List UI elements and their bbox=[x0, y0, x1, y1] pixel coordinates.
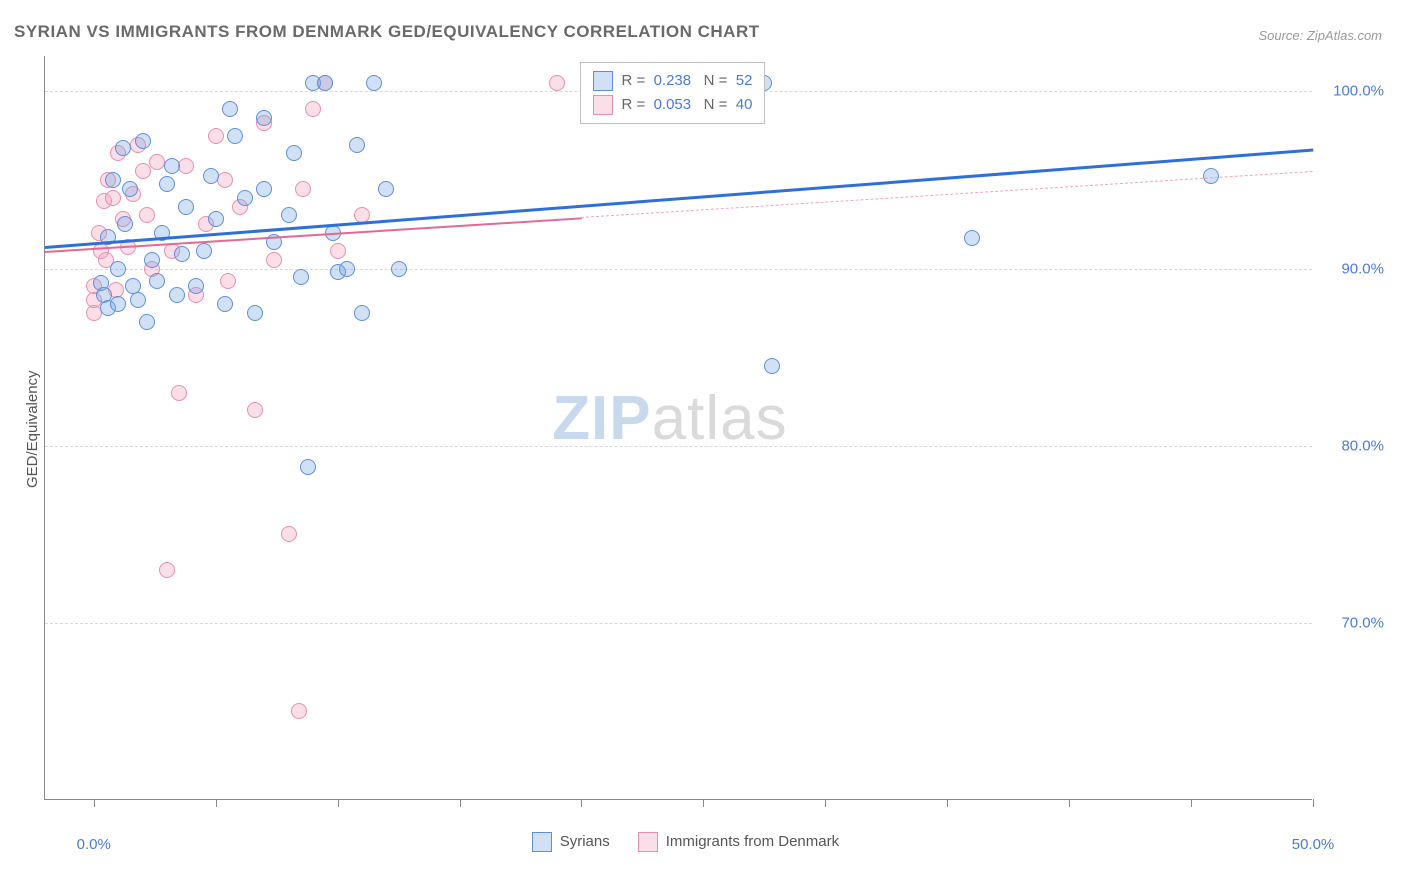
x-tick-mark bbox=[460, 799, 461, 807]
data-point bbox=[144, 252, 160, 268]
data-point bbox=[139, 314, 155, 330]
data-point bbox=[171, 385, 187, 401]
data-point bbox=[339, 261, 355, 277]
data-point bbox=[281, 207, 297, 223]
data-point bbox=[300, 459, 316, 475]
data-point bbox=[366, 75, 382, 91]
data-point bbox=[149, 273, 165, 289]
x-tick-mark bbox=[1069, 799, 1070, 807]
data-point bbox=[291, 703, 307, 719]
data-point bbox=[964, 230, 980, 246]
data-point bbox=[149, 154, 165, 170]
x-tick-mark bbox=[338, 799, 339, 807]
legend-swatch bbox=[532, 832, 552, 852]
data-point bbox=[217, 296, 233, 312]
data-point bbox=[293, 269, 309, 285]
data-point bbox=[130, 292, 146, 308]
data-point bbox=[178, 158, 194, 174]
data-point bbox=[256, 110, 272, 126]
x-tick-label: 50.0% bbox=[1292, 836, 1335, 853]
y-axis-label: GED/Equivalency bbox=[24, 370, 41, 488]
legend-swatch bbox=[593, 71, 613, 91]
grid-line bbox=[45, 446, 1312, 447]
legend-item: Immigrants from Denmark bbox=[638, 830, 839, 854]
x-tick-label: 0.0% bbox=[77, 836, 111, 853]
data-point bbox=[139, 207, 155, 223]
x-tick-mark bbox=[825, 799, 826, 807]
data-point bbox=[222, 101, 238, 117]
x-tick-mark bbox=[216, 799, 217, 807]
data-point bbox=[256, 181, 272, 197]
data-point bbox=[159, 562, 175, 578]
data-point bbox=[305, 101, 321, 117]
data-point bbox=[208, 211, 224, 227]
y-tick-label: 100.0% bbox=[1324, 83, 1384, 100]
data-point bbox=[169, 287, 185, 303]
data-point bbox=[110, 261, 126, 277]
data-point bbox=[317, 75, 333, 91]
data-point bbox=[227, 128, 243, 144]
data-point bbox=[378, 181, 394, 197]
data-point bbox=[203, 168, 219, 184]
x-tick-mark bbox=[947, 799, 948, 807]
plot-area: ZIPatlas 70.0%80.0%90.0%100.0%0.0%50.0% bbox=[44, 56, 1312, 800]
legend-swatch bbox=[593, 95, 613, 115]
trend-line bbox=[45, 148, 1313, 248]
data-point bbox=[117, 216, 133, 232]
data-point bbox=[196, 243, 212, 259]
legend-swatch bbox=[638, 832, 658, 852]
data-point bbox=[330, 243, 346, 259]
y-tick-label: 90.0% bbox=[1324, 260, 1384, 277]
grid-line bbox=[45, 623, 1312, 624]
data-point bbox=[266, 252, 282, 268]
watermark-zip: ZIP bbox=[552, 384, 651, 453]
series-legend: Syrians Immigrants from Denmark bbox=[532, 830, 839, 854]
data-point bbox=[237, 190, 253, 206]
data-point bbox=[105, 190, 121, 206]
data-point bbox=[110, 296, 126, 312]
watermark: ZIPatlas bbox=[552, 383, 787, 454]
x-tick-mark bbox=[1191, 799, 1192, 807]
x-tick-mark bbox=[1313, 799, 1314, 807]
legend-label: Immigrants from Denmark bbox=[666, 830, 839, 854]
stats-legend-row: R = 0.053 N = 40 bbox=[593, 93, 752, 117]
data-point bbox=[354, 305, 370, 321]
data-point bbox=[174, 246, 190, 262]
data-point bbox=[220, 273, 236, 289]
data-point bbox=[159, 176, 175, 192]
data-point bbox=[295, 181, 311, 197]
data-point bbox=[247, 305, 263, 321]
data-point bbox=[178, 199, 194, 215]
data-point bbox=[135, 163, 151, 179]
chart-title: SYRIAN VS IMMIGRANTS FROM DENMARK GED/EQ… bbox=[14, 22, 760, 42]
data-point bbox=[281, 526, 297, 542]
watermark-atlas: atlas bbox=[652, 384, 788, 453]
data-point bbox=[105, 172, 121, 188]
data-point bbox=[217, 172, 233, 188]
data-point bbox=[349, 137, 365, 153]
data-point bbox=[764, 358, 780, 374]
y-tick-label: 70.0% bbox=[1324, 614, 1384, 631]
grid-line bbox=[45, 269, 1312, 270]
data-point bbox=[391, 261, 407, 277]
data-point bbox=[122, 181, 138, 197]
data-point bbox=[135, 133, 151, 149]
data-point bbox=[247, 402, 263, 418]
source-attribution: Source: ZipAtlas.com bbox=[1258, 28, 1382, 43]
x-tick-mark bbox=[94, 799, 95, 807]
data-point bbox=[286, 145, 302, 161]
data-point bbox=[549, 75, 565, 91]
data-point bbox=[115, 140, 131, 156]
data-point bbox=[208, 128, 224, 144]
legend-label: Syrians bbox=[560, 830, 610, 854]
stats-legend-row: R = 0.238 N = 52 bbox=[593, 69, 752, 93]
x-tick-mark bbox=[581, 799, 582, 807]
stats-legend: R = 0.238 N = 52R = 0.053 N = 40 bbox=[580, 62, 765, 124]
x-tick-mark bbox=[703, 799, 704, 807]
data-point bbox=[164, 158, 180, 174]
data-point bbox=[188, 278, 204, 294]
legend-item: Syrians bbox=[532, 830, 610, 854]
y-tick-label: 80.0% bbox=[1324, 437, 1384, 454]
